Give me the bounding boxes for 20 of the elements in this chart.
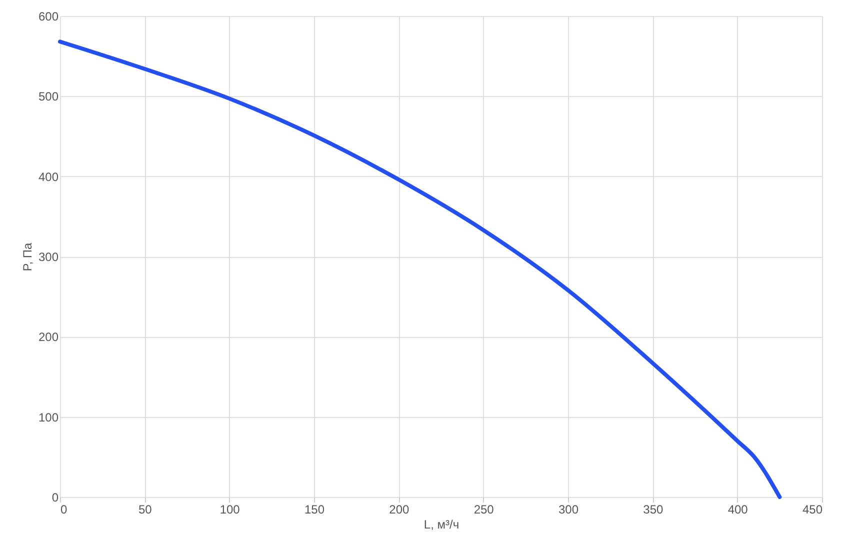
- y-tick-label: 0: [52, 490, 59, 504]
- y-tick-label: 100: [38, 410, 59, 424]
- x-tick-label: 50: [138, 502, 152, 516]
- y-tick-label: 300: [38, 250, 59, 264]
- y-tick-label: 600: [38, 10, 59, 24]
- x-tick-label: 0: [60, 502, 68, 516]
- y-axis-title: P, Па: [20, 242, 34, 272]
- x-tick-label: 100: [220, 502, 240, 516]
- y-tick-label: 200: [38, 330, 59, 344]
- x-tick-label: 300: [558, 502, 579, 516]
- x-tick-label: 200: [389, 502, 410, 516]
- y-tick-label: 400: [38, 170, 59, 184]
- x-axis-title: L, м³/ч: [424, 518, 460, 532]
- y-tick-label: 500: [38, 90, 59, 104]
- x-tick-label: 150: [304, 502, 325, 516]
- x-tick-label: 400: [728, 502, 748, 516]
- x-tick-label: 350: [643, 502, 664, 516]
- x-tick-label: 450: [802, 502, 823, 516]
- line-series: [58, 40, 782, 499]
- x-tick-label: 250: [474, 502, 494, 516]
